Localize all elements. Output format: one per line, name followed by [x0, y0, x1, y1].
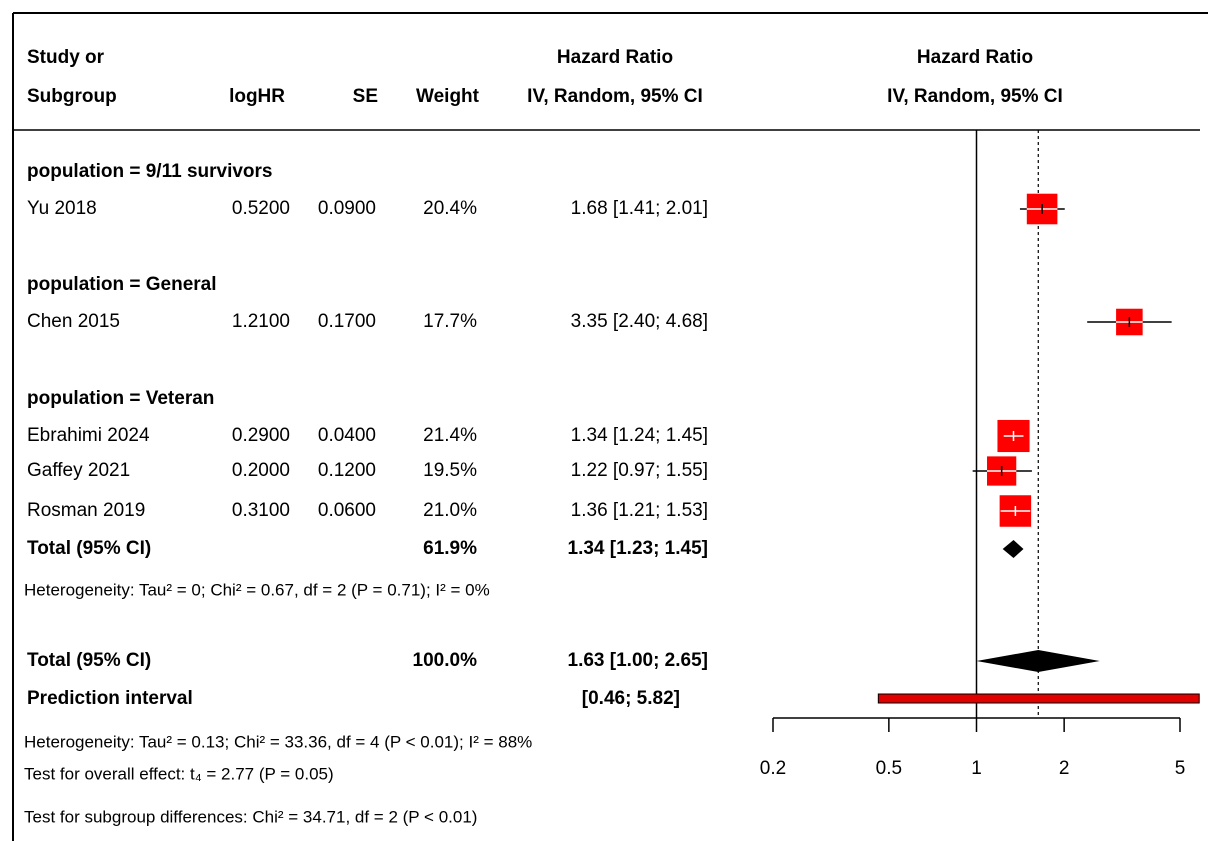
ci-text: 1.36 [1.21; 1.53] — [571, 500, 708, 521]
weight: 21.0% — [423, 500, 477, 521]
header: Study or — [27, 47, 105, 68]
subgroup-label: population = General — [27, 274, 217, 295]
header: Subgroup — [27, 86, 117, 107]
x-tick-label: 0.2 — [760, 758, 786, 779]
weight: 20.4% — [423, 198, 477, 219]
prediction-label: Prediction interval — [27, 688, 193, 709]
subgroup-label: population = Veteran — [27, 388, 214, 409]
header: IV, Random, 95% CI — [887, 86, 1063, 107]
x-tick-label: 1 — [971, 758, 982, 779]
header: Hazard Ratio — [557, 47, 673, 68]
subgroup-label: population = 9/11 survivors — [27, 161, 273, 182]
study-name: Rosman 2019 — [27, 500, 145, 521]
se: 0.0900 — [318, 198, 376, 219]
se: 0.0400 — [318, 425, 376, 446]
weight: 17.7% — [423, 311, 477, 332]
header: Hazard Ratio — [917, 47, 1033, 68]
header: SE — [353, 86, 378, 107]
prediction-bar — [877, 693, 1200, 704]
header: Weight — [416, 86, 480, 107]
x-tick-label: 5 — [1175, 758, 1186, 779]
log-hr: 1.2100 — [232, 311, 290, 332]
subgroup-diamond — [1002, 540, 1024, 558]
prediction-ci: [0.46; 5.82] — [582, 688, 680, 709]
overall-label: Total (95% CI) — [27, 650, 151, 671]
subgroup-heterogeneity: Heterogeneity: Tau² = 0; Chi² = 0.67, df… — [24, 580, 490, 599]
study-name: Yu 2018 — [27, 198, 97, 219]
overall-diamond — [976, 650, 1100, 672]
footnote: Test for overall effect: t₄ = 2.77 (P = … — [24, 764, 334, 783]
study-name: Chen 2015 — [27, 311, 120, 332]
weight: 21.4% — [423, 425, 477, 446]
log-hr: 0.2900 — [232, 425, 290, 446]
overall-weight: 100.0% — [413, 650, 478, 671]
log-hr: 0.3100 — [232, 500, 290, 521]
footnote: Test for subgroup differences: Chi² = 34… — [24, 807, 477, 826]
ci-text: 1.68 [1.41; 2.01] — [571, 198, 708, 219]
log-hr: 0.2000 — [232, 460, 290, 481]
header: IV, Random, 95% CI — [527, 86, 703, 107]
se: 0.1700 — [318, 311, 376, 332]
ci-text: 1.22 [0.97; 1.55] — [571, 460, 708, 481]
study-name: Gaffey 2021 — [27, 460, 130, 481]
study-name: Ebrahimi 2024 — [27, 425, 150, 446]
footnote: Heterogeneity: Tau² = 0.13; Chi² = 33.36… — [24, 732, 532, 751]
overall-ci: 1.63 [1.00; 2.65] — [568, 650, 708, 671]
se: 0.1200 — [318, 460, 376, 481]
header: logHR — [229, 86, 285, 107]
log-hr: 0.5200 — [232, 198, 290, 219]
subgroup-weight: 61.9% — [423, 538, 477, 559]
ci-text: 3.35 [2.40; 4.68] — [571, 311, 708, 332]
subgroup-ci: 1.34 [1.23; 1.45] — [568, 538, 708, 559]
se: 0.0600 — [318, 500, 376, 521]
weight: 19.5% — [423, 460, 477, 481]
subgroup-total: Total (95% CI) — [27, 538, 151, 559]
x-tick-label: 2 — [1059, 758, 1070, 779]
ci-text: 1.34 [1.24; 1.45] — [571, 425, 708, 446]
x-tick-label: 0.5 — [876, 758, 902, 779]
